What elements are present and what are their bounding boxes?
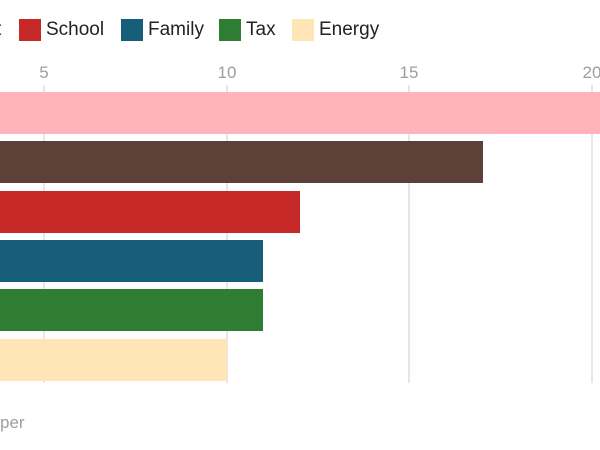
legend-label: Tax xyxy=(246,19,276,40)
source-note: per xyxy=(0,413,25,432)
bar-brown xyxy=(0,141,483,183)
x-tick-10: 10 xyxy=(217,63,237,82)
legend-swatch-icon xyxy=(292,19,314,41)
bar-energy xyxy=(0,339,227,381)
bar-pink xyxy=(0,92,600,134)
legend-label: Energy xyxy=(319,19,380,40)
legend-swatch-icon xyxy=(121,19,143,41)
legend-label: Family xyxy=(148,19,204,40)
x-tick-20: 20 xyxy=(582,63,600,82)
legend-swatch-icon xyxy=(219,19,241,41)
legend-item-school: School xyxy=(19,17,104,43)
legend-item-tax: Tax xyxy=(219,17,276,43)
legend-item-energy: Energy xyxy=(292,17,379,43)
legend-item-cut: t xyxy=(0,17,1,43)
gridline-15 xyxy=(408,85,410,383)
gridline-10 xyxy=(226,85,228,383)
legend-label: School xyxy=(46,19,105,40)
legend-label: t xyxy=(0,19,1,41)
bar-family xyxy=(0,240,263,282)
bar-tax xyxy=(0,289,263,331)
gridline-5 xyxy=(43,85,45,383)
bar-school xyxy=(0,191,300,233)
x-tick-15: 15 xyxy=(399,63,419,82)
x-tick-5: 5 xyxy=(39,63,49,82)
legend-swatch-icon xyxy=(19,19,41,41)
gridline-20 xyxy=(591,85,593,383)
legend-item-family: Family xyxy=(121,17,204,43)
